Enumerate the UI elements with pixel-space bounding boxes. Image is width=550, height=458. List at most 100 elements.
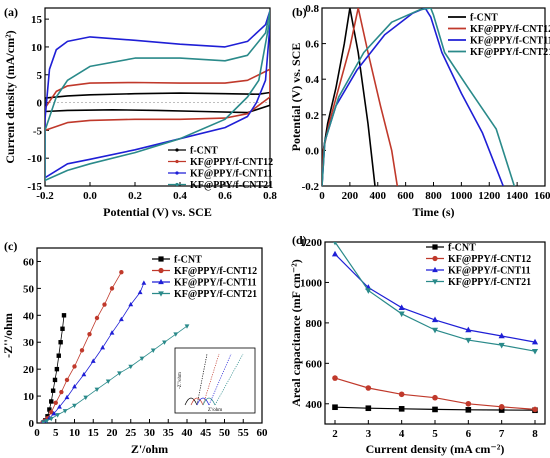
- x-tick-label: 30: [144, 427, 156, 439]
- series-kf-ppy-f-cnt11-line: [42, 282, 145, 423]
- series-kf-ppy-f-cnt11-loop: [45, 10, 270, 179]
- x-tick-label: 20: [107, 427, 119, 439]
- series-kf-ppy-f-cnt21-point: [398, 311, 405, 318]
- x-tick-label: 0.2: [128, 190, 142, 202]
- legend-marker: [432, 266, 438, 273]
- y-tick-label: -15: [27, 181, 42, 193]
- series-kf-ppy-f-cnt21-point: [465, 337, 472, 344]
- series-kf-ppy-f-cnt21-point: [150, 348, 156, 353]
- series-kf-ppy-f-cnt21-point: [62, 409, 68, 414]
- y-tick-label: 600: [306, 358, 323, 370]
- legend-marker: [158, 256, 164, 262]
- x-tick-label: 800: [425, 190, 442, 202]
- legend-marker: [175, 171, 179, 175]
- series-kf-ppy-f-cnt21-point: [48, 416, 54, 422]
- y-tick-label: 400: [306, 399, 323, 411]
- series-kf-ppy-f-cnt21-point: [531, 348, 539, 355]
- y-tick-label: 10: [23, 391, 35, 403]
- y-tick-label: 800: [306, 318, 323, 330]
- series-f-cnt-loop: [45, 91, 270, 114]
- x-tick-label: 0: [319, 190, 325, 202]
- series-kf-ppy-f-cnt12-point: [87, 331, 92, 337]
- series-f-cnt-point: [365, 405, 372, 412]
- series-kf-ppy-f-cnt21-line: [43, 325, 188, 423]
- series-f-cnt-point: [398, 406, 405, 412]
- series-kf-ppy-f-cnt21-point: [117, 371, 122, 376]
- panel-d: (d) 2 3 4 5 6 7 8 400 600 800 1000 1200 Current densi…: [289, 233, 546, 456]
- y-tick-label: 20: [23, 364, 35, 376]
- x-tick-label: 45: [200, 427, 212, 439]
- series-kf-ppy-f-cnt11-point: [72, 384, 77, 389]
- x-tick-label: 400: [370, 190, 387, 202]
- x-tick-label: 35: [163, 427, 175, 439]
- panel-label: (a): [4, 5, 18, 19]
- series-kf-ppy-f-cnt11-point: [90, 358, 96, 363]
- series-kf-ppy-f-cnt12-point: [64, 377, 70, 383]
- series-kf-ppy-f-cnt12-point: [94, 315, 100, 321]
- x-axis-label: Potential (V) vs. SCE: [103, 205, 212, 219]
- panel-a: (a) -0.2 0.0 0.2 0.4 0.6 0.8 -15 -10 -5 0 5 10 15 Pote…: [3, 5, 277, 219]
- series-f-cnt-point: [47, 407, 52, 412]
- series-kf-ppy-f-cnt12-point: [119, 270, 124, 275]
- series-kf-ppy-f-cnt11-point: [51, 410, 57, 416]
- inset-f-cnt-tail: [196, 353, 208, 406]
- series-kf-ppy-f-cnt21-point: [498, 342, 505, 349]
- inset-kf-ppy-f-cnt12-arc: [190, 397, 204, 406]
- legend: f-CNTKF@PPY/f-CNT12KF@PPY/f-CNT11KF@PPY/…: [168, 146, 273, 191]
- legend-marker: [175, 159, 179, 164]
- series-kf-ppy-f-cnt12-loop: [45, 68, 270, 132]
- x-tick-label: 7: [499, 428, 505, 440]
- series-f-cnt-point: [332, 404, 338, 411]
- legend-label: KF@PPY/f-CNT11: [470, 36, 550, 47]
- series-kf-ppy-f-cnt12-point: [398, 391, 405, 398]
- series-kf-ppy-f-cnt21-point: [173, 332, 179, 337]
- y-tick-label: 0: [37, 98, 43, 110]
- y-tick-label: 40: [23, 310, 35, 322]
- series-kf-ppy-f-cnt11-point: [100, 344, 106, 350]
- y-tick-label: 0: [29, 418, 35, 430]
- inset-kf-ppy-f-cnt11-tail: [208, 353, 232, 406]
- x-tick-label: 40: [182, 427, 194, 439]
- legend: f-CNTKF@PPY/f-CNT12KF@PPY/f-CNT11KF@PPY/…: [448, 13, 550, 58]
- series-kf-ppy-f-cnt12-point: [498, 404, 505, 410]
- plot-data: [45, 10, 270, 182]
- x-tick-label: 0.4: [173, 190, 187, 202]
- y-tick-label: -5: [33, 125, 43, 137]
- y-axis-label: Potential (V) vs. SCE: [289, 43, 303, 152]
- legend-marker: [158, 278, 164, 285]
- inset-frame: [174, 347, 256, 414]
- legend-label: f-CNT: [448, 243, 476, 254]
- series-f-cnt-point: [50, 388, 56, 393]
- legend-label: KF@PPY/f-CNT21: [470, 47, 550, 58]
- y-tick-label: 15: [31, 14, 43, 26]
- series-f-cnt-point: [60, 326, 65, 331]
- series-f-cnt-point: [498, 407, 505, 413]
- x-tick-label: 10: [69, 427, 81, 439]
- x-tick-label: 5: [53, 427, 59, 439]
- series-kf-ppy-f-cnt11-point: [398, 304, 405, 310]
- x-axis-label: Current density (mA cm⁻²): [366, 442, 505, 456]
- legend-label: f-CNT: [190, 146, 218, 157]
- series-kf-ppy-f-cnt21-point: [365, 288, 372, 294]
- legend-marker: [158, 291, 164, 297]
- series-f-cnt-point: [56, 353, 61, 358]
- x-tick-label: 55: [238, 427, 250, 439]
- series-kf-ppy-f-cnt11-point: [57, 404, 62, 409]
- inset-f-cnt-arc: [184, 397, 198, 406]
- legend-label: KF@PPY/f-CNT12: [190, 157, 273, 168]
- series-kf-ppy-f-cnt11-point: [109, 330, 115, 335]
- legend-label: KF@PPY/f-CNT12: [174, 266, 257, 277]
- series-kf-ppy-f-cnt21-point: [139, 356, 145, 362]
- series-kf-ppy-f-cnt12-point: [109, 286, 115, 291]
- series-kf-ppy-f-cnt12-point: [532, 406, 538, 413]
- series-kf-ppy-f-cnt11-point: [465, 326, 472, 333]
- series-kf-ppy-f-cnt21-point: [40, 420, 46, 423]
- legend-marker: [432, 279, 438, 285]
- series-f-cnt-line: [322, 8, 376, 186]
- inset-kf-ppy-f-cnt21-arc: [202, 397, 216, 406]
- series-kf-ppy-f-cnt12-point: [79, 348, 85, 353]
- series-kf-ppy-f-cnt21-line: [322, 8, 516, 186]
- x-tick-label: 1400: [506, 190, 529, 202]
- x-tick-label: 600: [397, 190, 414, 202]
